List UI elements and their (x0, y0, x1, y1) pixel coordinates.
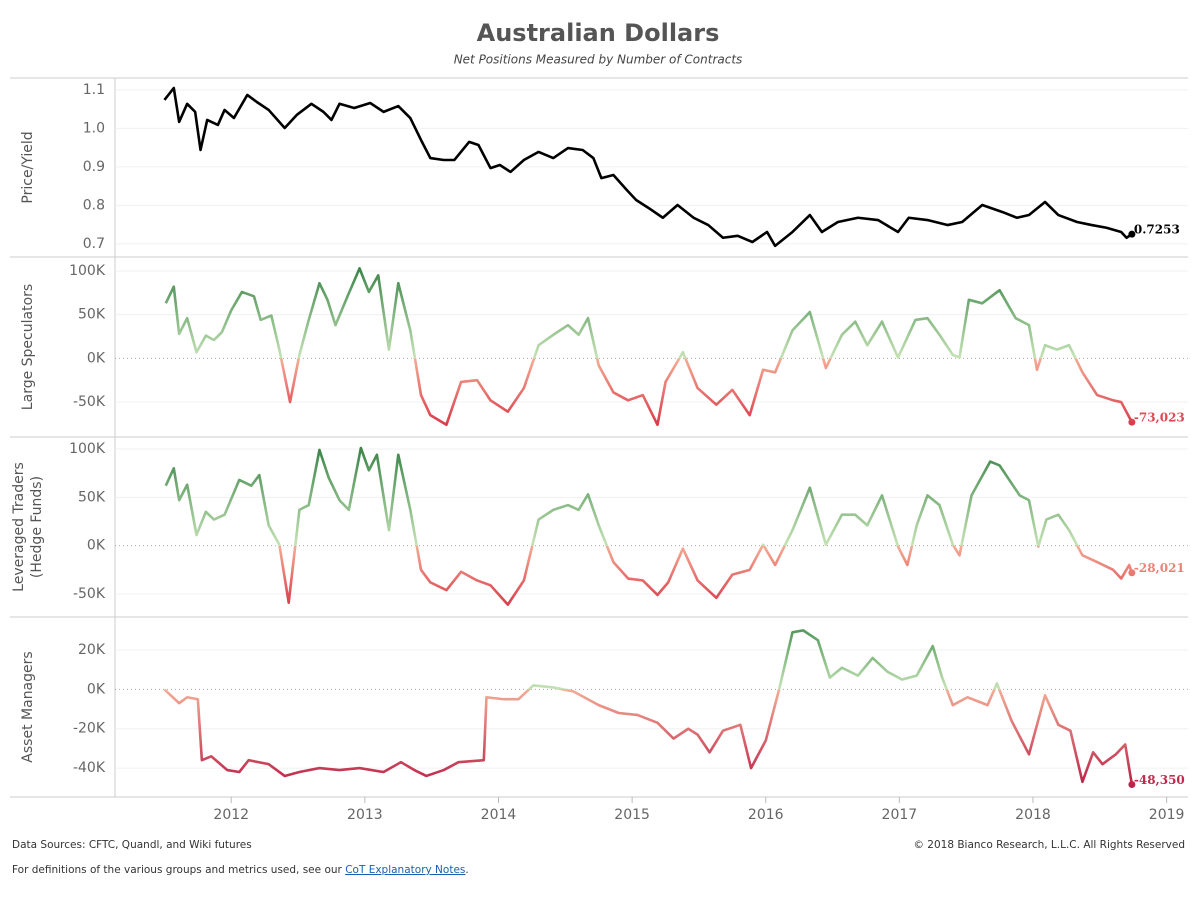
y-tick-label: 1.0 (83, 120, 105, 136)
definitions-text: For definitions of the various groups an… (12, 864, 343, 876)
y-tick-label: 0.7 (83, 236, 105, 252)
x-tick-label: 2014 (481, 807, 517, 823)
y-tick-label: 0.8 (83, 197, 105, 213)
series-line (164, 446, 1134, 606)
y-tick-label: 0.9 (83, 159, 105, 175)
y-tick-label: -50K (73, 586, 106, 602)
end-point (1128, 418, 1136, 426)
y-tick-label: 20K (78, 642, 106, 658)
copyright: © 2018 Bianco Research, L.L.C. All Right… (913, 839, 1185, 851)
x-tick-label: 2018 (1015, 807, 1051, 823)
x-tick-label: 2016 (748, 807, 784, 823)
y-axis-label: Leveraged Traders (11, 462, 27, 592)
x-tick-label: 2015 (614, 807, 650, 823)
y-axis-label: Large Speculators (20, 284, 36, 410)
y-tick-label: 1.1 (83, 82, 105, 98)
series-line (164, 267, 1134, 427)
y-axis-label: (Hedge Funds) (29, 476, 45, 578)
y-tick-label: 100K (69, 441, 106, 457)
definitions-link[interactable]: CoT Explanatory Notes (345, 864, 465, 876)
y-tick-label: -40K (73, 760, 106, 776)
x-tick-label: 2019 (1149, 807, 1185, 823)
definitions-suffix: . (465, 864, 468, 876)
end-point (1128, 569, 1136, 577)
y-tick-label: 100K (69, 263, 106, 279)
x-tick-label: 2013 (347, 807, 383, 823)
series-line (163, 86, 1133, 248)
y-tick-label: 0K (87, 538, 106, 554)
definitions-note: For definitions of the various groups an… (12, 864, 469, 876)
y-tick-label: -20K (73, 721, 106, 737)
y-tick-label: 50K (78, 307, 106, 323)
data-sources: Data Sources: CFTC, Quandl, and Wiki fut… (12, 839, 252, 851)
y-tick-label: 0K (87, 681, 106, 697)
series-line (163, 629, 1134, 785)
end-label: 0.7253 (1134, 223, 1180, 237)
x-tick-label: 2012 (213, 807, 249, 823)
x-tick-label: 2017 (882, 807, 918, 823)
y-tick-label: 50K (78, 489, 106, 505)
end-label: -28,021 (1134, 561, 1185, 575)
subtitle: Net Positions Measured by Number of Cont… (454, 53, 743, 67)
end-label: -48,350 (1134, 773, 1185, 787)
y-tick-label: 0K (87, 350, 106, 366)
y-axis-label: Asset Managers (20, 651, 36, 762)
end-point (1128, 781, 1136, 789)
panel-borders (10, 77, 1188, 798)
end-point (1128, 230, 1136, 238)
end-label: -73,023 (1134, 411, 1185, 425)
y-tick-label: -50K (73, 394, 106, 410)
title: Australian Dollars (477, 19, 720, 47)
y-axis-label: Price/Yield (20, 131, 36, 203)
